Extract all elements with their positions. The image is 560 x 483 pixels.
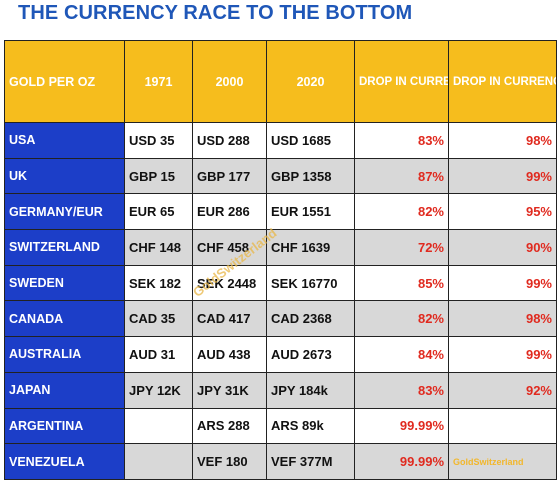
country-cell: USA [4,122,125,159]
drop-2000-2020-cell: 84% [354,336,449,373]
value-1971-cell [124,407,193,445]
value-2020-cell: GBP 1358 [266,157,355,195]
value-2020-cell: SEK 16770 [266,264,355,302]
country-cell: SWITZERLAND [4,229,125,266]
drop-1971-2020-cell: 98% [448,122,557,159]
drop-1971-2020-cell: 99% [448,157,557,195]
value-1971-cell: CAD 35 [124,300,193,338]
table-header-row: GOLD PER OZ 1971 2000 2020 DROP IN CURRE… [4,40,557,123]
value-2020-cell: ARS 89k [266,407,355,445]
drop-1971-2020-cell: 99% [448,336,557,373]
value-2000-cell: ARS 288 [192,407,267,445]
value-2020-cell: CAD 2368 [266,300,355,338]
table-row: ARGENTINA ARS 288 ARS 89k 99.99% [4,407,557,445]
drop-2000-2020-cell: 85% [354,264,449,302]
value-1971-cell: USD 35 [124,122,193,159]
value-1971-cell: JPY 12K [124,371,193,409]
country-cell: CANADA [4,300,125,338]
value-2000-cell: EUR 286 [192,193,267,231]
value-2020-cell: USD 1685 [266,122,355,159]
drop-1971-2020-cell: 99% [448,264,557,302]
drop-2000-2020-cell: 82% [354,193,449,231]
country-cell: AUSTRALIA [4,336,125,373]
country-cell: UK [4,157,125,195]
value-2000-cell: VEF 180 [192,443,267,480]
drop-2000-2020-cell: 72% [354,229,449,266]
value-2000-cell: USD 288 [192,122,267,159]
value-1971-cell: SEK 182 [124,264,193,302]
drop-2000-2020-cell: 99.99% [354,443,449,480]
table-row: VENEZUELA VEF 180 VEF 377M 99.99% GoldSw… [4,443,557,480]
table-row: SWEDEN SEK 182 SEK 2448 SEK 16770 85% 99… [4,264,557,302]
value-2000-cell: JPY 31K [192,371,267,409]
table-row: USA USD 35 USD 288 USD 1685 83% 98% [4,122,557,159]
value-2020-cell: CHF 1639 [266,229,355,266]
drop-1971-2020-cell: 95% [448,193,557,231]
value-2020-cell: EUR 1551 [266,193,355,231]
value-1971-cell: AUD 31 [124,336,193,373]
country-cell: VENEZUELA [4,443,125,480]
value-2000-cell: CAD 417 [192,300,267,338]
drop-2000-2020-cell: 99.99% [354,407,449,445]
value-2020-cell: VEF 377M [266,443,355,480]
table-row: JAPAN JPY 12K JPY 31K JPY 184k 83% 92% [4,371,557,409]
country-cell: SWEDEN [4,264,125,302]
country-cell: GERMANY/EUR [4,193,125,231]
watermark-logo-cell: GoldSwitzerland [448,443,557,480]
table-row: GERMANY/EUR EUR 65 EUR 286 EUR 1551 82% … [4,193,557,231]
table-row: AUSTRALIA AUD 31 AUD 438 AUD 2673 84% 99… [4,336,557,373]
value-1971-cell [124,443,193,480]
table-row: UK GBP 15 GBP 177 GBP 1358 87% 99% [4,157,557,195]
value-2000-cell: GBP 177 [192,157,267,195]
header-2000: 2000 [192,40,267,123]
table-row: CANADA CAD 35 CAD 417 CAD 2368 82% 98% [4,300,557,338]
value-2020-cell: JPY 184k [266,371,355,409]
table-row: SWITZERLAND CHF 148 CHF 458 CHF 1639 72%… [4,229,557,266]
value-2000-cell: SEK 2448 [192,264,267,302]
value-2000-cell: CHF 458 [192,229,267,266]
drop-2000-2020-cell: 87% [354,157,449,195]
value-1971-cell: EUR 65 [124,193,193,231]
header-1971: 1971 [124,40,193,123]
value-2000-cell: AUD 438 [192,336,267,373]
value-1971-cell: CHF 148 [124,229,193,266]
drop-2000-2020-cell: 83% [354,122,449,159]
value-1971-cell: GBP 15 [124,157,193,195]
country-cell: ARGENTINA [4,407,125,445]
drop-1971-2020-cell: 92% [448,371,557,409]
currency-table: GOLD PER OZ 1971 2000 2020 DROP IN CURRE… [4,40,557,480]
drop-1971-2020-cell: 98% [448,300,557,338]
drop-2000-2020-cell: 83% [354,371,449,409]
drop-2000-2020-cell: 82% [354,300,449,338]
header-drop-1971-2020: DROP IN CURRENCY 1971-2020 [448,40,557,123]
value-2020-cell: AUD 2673 [266,336,355,373]
header-2020: 2020 [266,40,355,123]
header-gold-per-oz: GOLD PER OZ [4,40,125,123]
header-drop-2000-2020: DROP IN CURRENCY 2000-2020 [354,40,449,123]
page-title: THE CURRENCY RACE TO THE BOTTOM [18,2,413,24]
drop-1971-2020-cell [448,407,557,445]
country-cell: JAPAN [4,371,125,409]
drop-1971-2020-cell: 90% [448,229,557,266]
